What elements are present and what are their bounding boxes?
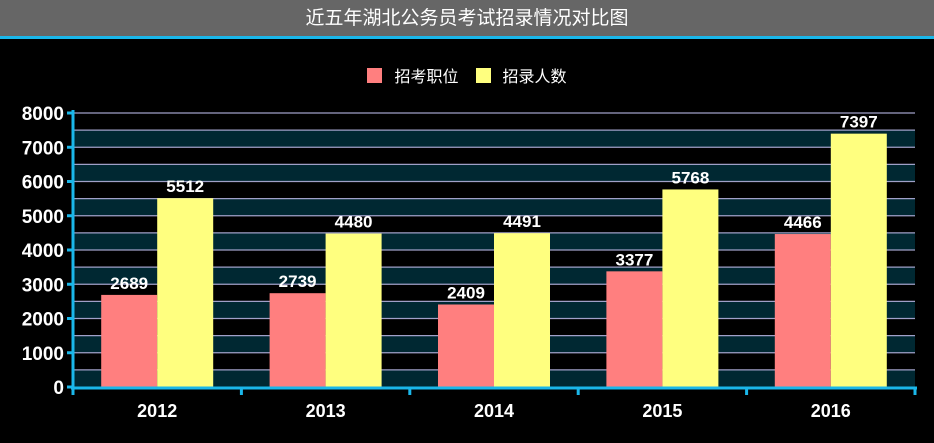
title-bar: 近五年湖北公务员考试招录情况对比图: [0, 0, 934, 39]
y-tick-label: 5000: [22, 207, 64, 228]
y-tick-label: 8000: [22, 104, 64, 125]
data-label: 4480: [335, 213, 373, 232]
y-tick-label: 1000: [22, 344, 64, 365]
chart-title: 近五年湖北公务员考试招录情况对比图: [305, 7, 629, 29]
bar-2016-0: [774, 234, 831, 387]
legend-swatch: [367, 67, 383, 83]
grid-band: [73, 130, 915, 148]
bar-2013-0: [269, 293, 326, 387]
data-label: 2689: [110, 274, 148, 293]
bar-2015-1: [662, 189, 719, 387]
bar-2012-1: [157, 198, 214, 387]
x-tick-label: 2013: [306, 401, 346, 421]
data-label: 5768: [671, 168, 709, 187]
legend-item-hires[interactable]: 招录人数: [475, 63, 567, 87]
legend-label: 招录人数: [502, 67, 567, 86]
y-tick-label: 6000: [22, 173, 64, 194]
legend-item-positions[interactable]: 招考职位: [367, 63, 458, 87]
y-tick-label: 2000: [22, 310, 64, 331]
legend-label: 招考职位: [394, 67, 459, 86]
bar-2014-1: [494, 233, 550, 387]
bar-2013-1: [325, 233, 382, 387]
data-label: 4466: [784, 213, 822, 232]
grid-band: [73, 164, 915, 182]
data-label: 3377: [615, 250, 653, 269]
y-tick-label: 7000: [22, 138, 64, 159]
x-tick-label: 2012: [137, 401, 177, 421]
bar-2014-0: [438, 304, 494, 387]
data-label: 2409: [447, 283, 485, 302]
y-tick-label: 3000: [22, 275, 64, 296]
legend-swatch: [475, 67, 491, 83]
x-tick-label: 2016: [811, 401, 851, 421]
y-tick-label: 0: [53, 378, 64, 399]
legend: 招考职位 招录人数: [0, 63, 934, 87]
bar-2015-0: [606, 271, 663, 387]
data-label: 5512: [166, 177, 204, 196]
x-tick-label: 2015: [642, 401, 682, 421]
bar-2012-0: [101, 294, 158, 387]
data-label: 4491: [503, 212, 541, 231]
y-tick-label: 4000: [22, 241, 64, 262]
bar-2016-1: [830, 133, 887, 387]
data-label: 2739: [279, 272, 317, 291]
data-label: 7397: [840, 113, 878, 132]
x-tick-label: 2014: [474, 401, 514, 421]
